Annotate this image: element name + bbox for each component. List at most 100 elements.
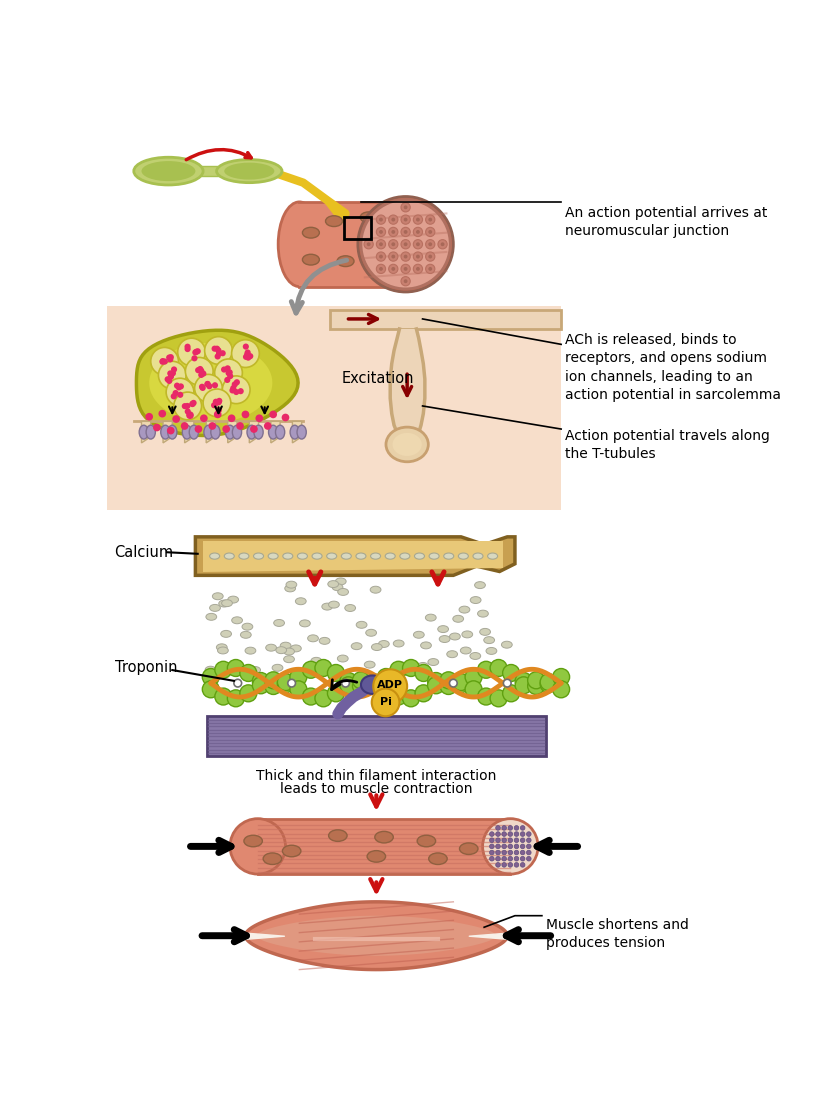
Ellipse shape	[449, 680, 458, 687]
Circle shape	[189, 401, 196, 407]
Circle shape	[277, 674, 294, 691]
Circle shape	[415, 664, 432, 682]
Text: Muscle shortens and
produces tension: Muscle shortens and produces tension	[546, 918, 689, 950]
Circle shape	[515, 677, 532, 694]
Polygon shape	[228, 421, 237, 443]
Circle shape	[221, 367, 227, 372]
Ellipse shape	[319, 638, 330, 644]
Circle shape	[166, 378, 173, 385]
Circle shape	[256, 414, 263, 422]
Circle shape	[166, 355, 173, 360]
Circle shape	[190, 400, 197, 406]
Circle shape	[231, 339, 259, 368]
Circle shape	[227, 690, 245, 707]
Circle shape	[508, 832, 513, 836]
Circle shape	[204, 381, 210, 387]
Ellipse shape	[282, 845, 301, 856]
Circle shape	[315, 690, 332, 707]
Ellipse shape	[297, 425, 306, 439]
Circle shape	[526, 850, 531, 855]
Polygon shape	[195, 537, 515, 576]
Ellipse shape	[470, 597, 481, 603]
Circle shape	[416, 242, 420, 246]
Circle shape	[496, 844, 500, 849]
Circle shape	[215, 359, 242, 387]
Circle shape	[364, 240, 373, 249]
Circle shape	[252, 673, 269, 690]
Circle shape	[496, 825, 500, 830]
Ellipse shape	[247, 425, 256, 439]
Ellipse shape	[342, 680, 349, 687]
Circle shape	[361, 200, 450, 288]
Circle shape	[166, 378, 194, 406]
Circle shape	[520, 838, 525, 842]
Circle shape	[526, 856, 531, 861]
Polygon shape	[137, 330, 298, 435]
Ellipse shape	[274, 620, 284, 627]
Circle shape	[404, 267, 407, 271]
Circle shape	[426, 264, 435, 274]
Circle shape	[204, 381, 210, 387]
Ellipse shape	[282, 552, 292, 559]
Ellipse shape	[474, 581, 485, 589]
Circle shape	[440, 672, 457, 688]
Circle shape	[184, 344, 190, 350]
Polygon shape	[206, 421, 215, 443]
Circle shape	[426, 228, 435, 236]
Polygon shape	[330, 309, 561, 329]
Circle shape	[520, 863, 525, 867]
Circle shape	[358, 197, 453, 292]
Circle shape	[391, 218, 396, 221]
Ellipse shape	[239, 552, 249, 559]
Ellipse shape	[142, 161, 195, 181]
Circle shape	[216, 398, 222, 404]
Ellipse shape	[168, 425, 177, 439]
Ellipse shape	[276, 425, 285, 439]
Circle shape	[427, 673, 444, 690]
Circle shape	[416, 267, 420, 271]
Ellipse shape	[221, 600, 232, 607]
Circle shape	[164, 376, 171, 382]
Ellipse shape	[375, 831, 393, 843]
Circle shape	[245, 349, 251, 356]
Ellipse shape	[303, 228, 319, 238]
Ellipse shape	[286, 581, 297, 588]
Circle shape	[252, 677, 269, 694]
Circle shape	[240, 664, 256, 682]
Ellipse shape	[421, 642, 432, 649]
Text: ADP: ADP	[377, 680, 403, 690]
Circle shape	[496, 863, 500, 867]
Circle shape	[440, 677, 457, 694]
Circle shape	[158, 361, 186, 389]
Circle shape	[528, 677, 545, 694]
Polygon shape	[184, 421, 194, 443]
Circle shape	[204, 337, 232, 365]
Circle shape	[209, 422, 216, 430]
Ellipse shape	[360, 212, 377, 223]
Ellipse shape	[392, 433, 422, 456]
Ellipse shape	[299, 620, 310, 627]
Ellipse shape	[285, 585, 296, 592]
Circle shape	[508, 850, 513, 855]
Ellipse shape	[501, 641, 512, 649]
Circle shape	[215, 661, 232, 678]
Circle shape	[265, 677, 282, 694]
Ellipse shape	[437, 625, 448, 632]
Circle shape	[490, 660, 507, 676]
Circle shape	[353, 677, 370, 694]
Polygon shape	[257, 916, 496, 956]
Ellipse shape	[341, 552, 351, 559]
Circle shape	[401, 215, 411, 224]
Circle shape	[228, 414, 235, 422]
Polygon shape	[249, 421, 259, 443]
Circle shape	[215, 399, 222, 406]
Ellipse shape	[295, 598, 306, 604]
Ellipse shape	[283, 655, 294, 663]
Circle shape	[199, 383, 205, 390]
Circle shape	[231, 381, 238, 388]
Ellipse shape	[328, 580, 339, 588]
Bar	[198, 167, 238, 176]
Ellipse shape	[426, 614, 436, 621]
Circle shape	[401, 264, 411, 274]
Ellipse shape	[225, 552, 235, 559]
